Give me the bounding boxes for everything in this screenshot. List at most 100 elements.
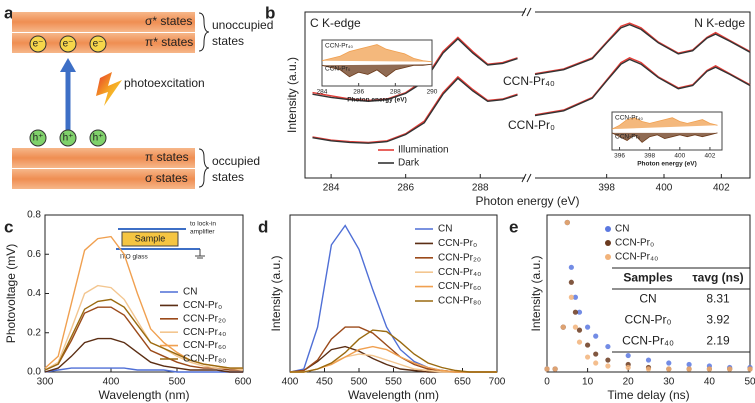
legend-label: CCN-Pr₄₀ — [438, 267, 481, 278]
y-axis-label: Photovoltage (mV) — [4, 244, 18, 343]
x-tick-label: 30 — [663, 377, 675, 388]
x-tick-label: 286 — [397, 183, 414, 194]
table-cell: 2.19 — [706, 334, 730, 348]
table-cell: CCN-Pr₄₀ — [622, 334, 674, 348]
data-point — [572, 294, 579, 300]
table-cell: CN — [639, 292, 656, 306]
x-tick-label: 450 — [316, 377, 333, 388]
schematic-label: Sample — [135, 233, 166, 243]
x-tick-label: 600 — [420, 377, 437, 388]
table-cell: 8.31 — [706, 292, 730, 306]
legend-label: CCN-Pr₂₀ — [438, 252, 481, 263]
legend-label: CCN-Pr₀ — [615, 238, 654, 249]
electron — [59, 35, 77, 53]
brace — [198, 148, 210, 188]
holes: h⁺ h⁺ h⁺ — [29, 129, 107, 147]
legend-label: CCN-Pr₄₀ — [183, 327, 226, 338]
x-axis-label: Wavelength (nm) — [99, 388, 190, 402]
y-tick-label: 0.4 — [27, 288, 41, 299]
chart-title: C K-edge — [310, 16, 361, 30]
legend-swatch — [605, 254, 611, 260]
x-tick-label: 402 — [713, 183, 730, 194]
band — [12, 12, 195, 32]
sample-layer — [121, 231, 179, 247]
x-tick-label: 400 — [656, 183, 673, 194]
x-tick-label: 500 — [351, 377, 368, 388]
x-tick-label: 398 — [598, 183, 615, 194]
panel-letter: a — [4, 3, 14, 22]
x-tick-label: 50 — [744, 377, 755, 388]
series-line — [44, 337, 243, 373]
data-point — [747, 366, 753, 372]
sample-label: CCN-Pr₀ — [508, 118, 555, 132]
excitation-label: photoexcitation — [124, 76, 205, 90]
series-line — [289, 326, 497, 373]
inset-area — [321, 44, 433, 63]
data-point — [560, 324, 566, 330]
inset-label: CCN-Pr₀ — [325, 66, 351, 73]
data-point — [585, 324, 591, 330]
inset-x-tick-label: 284 — [317, 89, 328, 96]
x-tick-label: 20 — [623, 377, 635, 388]
data-point — [585, 354, 591, 360]
legend-label: CN — [615, 224, 629, 235]
axis-break — [521, 173, 532, 183]
y-tick-label: 0.2 — [27, 327, 41, 338]
data-point — [576, 339, 583, 345]
y-axis-label: Intensity (a.u.) — [269, 255, 283, 331]
x-tick-label: 40 — [704, 377, 716, 388]
axis-break — [521, 7, 532, 17]
series-line — [44, 284, 244, 371]
x-tick-label: 650 — [454, 377, 471, 388]
band — [12, 148, 195, 168]
data-point — [568, 294, 574, 300]
hole-label: h⁺ — [33, 133, 44, 144]
inset-x-label: Photon energy (eV) — [347, 97, 407, 104]
axis-frame — [546, 214, 751, 373]
data-point — [593, 333, 599, 339]
data-point — [686, 366, 692, 372]
panel-a: a σ* states π* states unoccupied states … — [4, 3, 273, 189]
x-tick-label: 284 — [323, 183, 340, 194]
data-point — [576, 309, 583, 315]
electrons: e⁻ e⁻ e⁻ — [29, 35, 107, 53]
data-point — [605, 357, 611, 363]
spectrum-line — [534, 58, 751, 117]
electron-label: e⁻ — [33, 39, 44, 50]
axis-frame — [535, 11, 751, 179]
data-point — [605, 343, 611, 350]
legend-label: CCN-Pr₆₀ — [183, 340, 226, 351]
y-tick-label: 0.0 — [27, 367, 41, 378]
data-point — [625, 352, 631, 359]
electron — [29, 35, 47, 53]
arrow-head — [60, 58, 76, 72]
x-tick-label: 400 — [282, 377, 299, 388]
electron-label: e⁻ — [63, 39, 74, 50]
schematic-label: to lock-in — [190, 221, 216, 228]
hole-label: h⁺ — [63, 133, 74, 144]
x-tick-label: 0 — [544, 377, 550, 388]
legend-swatch — [605, 240, 611, 246]
data-point — [645, 366, 652, 372]
data-point — [544, 366, 550, 372]
y-axis-label: Intensity (a.u.) — [529, 255, 543, 331]
data-point — [576, 327, 583, 333]
state-label: unoccupied — [212, 18, 273, 32]
sample-label: CCN-Pr₄₀ — [503, 74, 555, 88]
hole — [59, 129, 77, 147]
x-tick-label: 500 — [169, 377, 186, 388]
inset-frame — [611, 111, 723, 151]
x-tick-label: 550 — [385, 377, 402, 388]
data-point — [666, 360, 672, 366]
x-tick-label: 10 — [582, 377, 594, 388]
legend-label: CN — [438, 224, 452, 235]
band — [12, 169, 195, 189]
inset-area — [611, 117, 718, 130]
legend-label: Illumination — [398, 145, 449, 156]
hole — [89, 129, 107, 147]
data-point — [593, 351, 599, 357]
legend-label: CCN-Pr₄₀ — [615, 252, 658, 263]
data-point — [666, 366, 672, 372]
band-label: σ states — [145, 171, 188, 185]
hole — [29, 129, 47, 147]
